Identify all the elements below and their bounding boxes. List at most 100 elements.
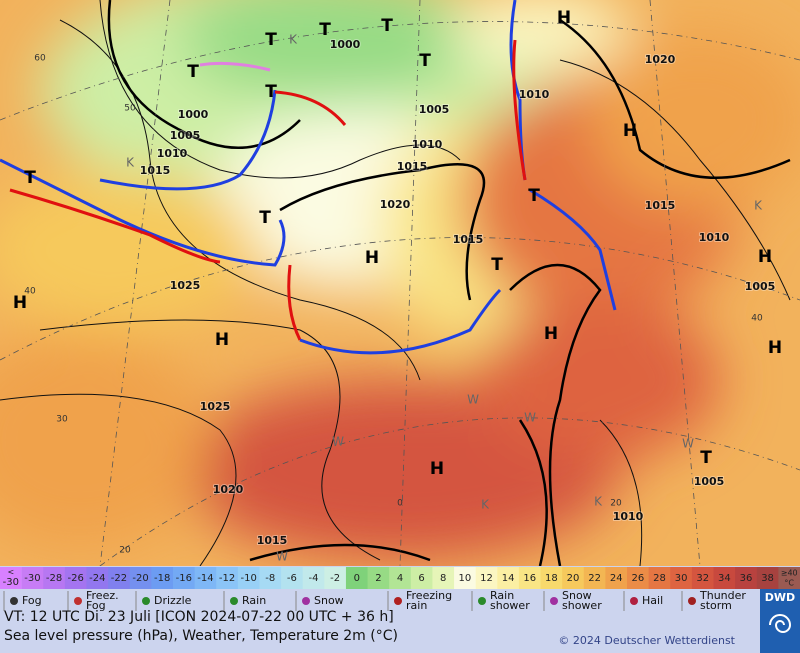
legend-symbol xyxy=(10,597,18,605)
low-pressure: T xyxy=(259,208,271,228)
colorbar-cell xyxy=(648,567,671,589)
colorbar-cell xyxy=(518,567,542,589)
legend-label-line: Snow xyxy=(562,589,592,602)
colorbar-label: 34 xyxy=(718,573,731,584)
colorbar-cell xyxy=(216,567,239,589)
temperature-label: 60 xyxy=(34,54,46,64)
isobar-label: 1025 xyxy=(170,279,201,292)
temperature-label: 20 xyxy=(119,546,131,556)
high-pressure: H xyxy=(623,121,637,141)
legend-symbol xyxy=(230,597,238,605)
temperature-label: 50 xyxy=(124,104,136,114)
colorbar-label: -30 xyxy=(24,573,40,584)
colorbar-cell xyxy=(562,567,585,589)
legend-label-line: Freezing xyxy=(406,589,452,602)
isobar-label: 1010 xyxy=(519,88,550,101)
copyright: © 2024 Deutscher Wetterdienst xyxy=(558,634,735,647)
colorbar-cell xyxy=(324,567,347,589)
legend: Fog Freez. Fog Drizzle Rain Snow Freezing rainR… xyxy=(3,589,746,612)
colorbar-label: -28 xyxy=(46,573,62,584)
high-pressure: H xyxy=(758,247,772,267)
colorbar-cell xyxy=(64,567,87,589)
legend-label: Freez. Fog xyxy=(86,589,119,612)
legend-label: Rain xyxy=(242,594,266,607)
colorbar-label: -10 xyxy=(240,573,256,584)
colorbar-label: 0 xyxy=(354,573,360,584)
colorbar: <-30 -30 -28 -26 -24 -22 -20 -18 -16 -14 -12 -10 -8-… xyxy=(0,567,800,589)
colorbar-label: 30 xyxy=(675,573,688,584)
colorbar-label: 20 xyxy=(567,573,580,584)
colorbar-label: 12 xyxy=(480,573,493,584)
legend-label-line: rain xyxy=(406,599,427,612)
colorbar-cell xyxy=(281,567,304,589)
weather-letter: W xyxy=(467,393,479,407)
logo-text: DWD xyxy=(765,591,795,604)
colorbar-low-symbol: < xyxy=(7,568,14,577)
temperature-label: 40 xyxy=(24,287,36,297)
high-pressure: H xyxy=(557,8,571,28)
colorbar-label: 32 xyxy=(696,573,709,584)
weather-letter: W xyxy=(682,437,694,451)
colorbar-label: 16 xyxy=(523,573,536,584)
map-area: 1000 1000 1005 1010 1015 1005 1010 1015 1020 1015… xyxy=(0,0,800,566)
isobar-label: 1010 xyxy=(699,231,730,244)
colorbar-label: -20 xyxy=(132,573,148,584)
colorbar-label: 22 xyxy=(588,573,601,584)
legend-symbol xyxy=(630,597,638,605)
colorbar-cell xyxy=(172,567,196,589)
colorbar-label: 4 xyxy=(397,573,403,584)
legend-label-line: Thunder xyxy=(699,589,746,602)
colorbar-label: 26 xyxy=(631,573,644,584)
colorbar-label: -12 xyxy=(219,573,235,584)
legend-label: Rain shower xyxy=(490,589,530,612)
isobar-label: 1015 xyxy=(645,199,676,212)
legend-symbol xyxy=(550,597,558,605)
colorbar-cell xyxy=(410,567,433,589)
isobar-label: 1020 xyxy=(645,53,676,66)
colorbar-high-unit: °C xyxy=(784,579,794,588)
low-pressure: T xyxy=(24,168,36,188)
colorbar-label: 28 xyxy=(653,573,666,584)
legend-label: Snow xyxy=(314,594,344,607)
colorbar-cell xyxy=(627,567,650,589)
colorbar-label: -14 xyxy=(197,573,213,584)
colorbar-cell xyxy=(432,567,455,589)
colorbar-cell xyxy=(237,567,260,589)
temperature-field xyxy=(0,0,800,560)
valid-time: VT: 12 UTC Di. 23 Juli [ICON 2024-07-22 … xyxy=(4,609,394,625)
isobar-label: 1000 xyxy=(330,38,361,51)
low-pressure: T xyxy=(491,255,503,275)
fronts xyxy=(0,0,617,355)
colorbar-cell xyxy=(0,567,22,589)
colorbar-cell xyxy=(454,567,477,589)
legend-label: Hail xyxy=(642,594,663,607)
isobar-label: 1005 xyxy=(745,280,776,293)
isobar-label: 1010 xyxy=(157,147,188,160)
colorbar-cell xyxy=(540,567,563,589)
legend-label: Snow shower xyxy=(562,589,602,612)
weather-letter: K xyxy=(289,33,298,47)
legend-label-line: shower xyxy=(490,599,530,612)
temperature-label: 0 xyxy=(397,499,403,509)
legend-label: Freezing rain xyxy=(406,589,452,612)
legend-label: Drizzle xyxy=(154,594,192,607)
high-pressure: H xyxy=(13,293,27,313)
colorbar-cell xyxy=(475,567,498,589)
weather-letter: K xyxy=(754,199,763,213)
colorbar-label: -8 xyxy=(265,573,275,584)
isobar-label: 1015 xyxy=(453,233,484,246)
colorbar-cell xyxy=(713,567,736,589)
low-pressure: T xyxy=(381,16,393,36)
logo-swirl xyxy=(769,614,792,633)
isobar-label: 1015 xyxy=(397,160,428,173)
graticule xyxy=(0,0,800,566)
temperature-label: 20 xyxy=(610,499,622,509)
colorbar-label: 2 xyxy=(375,573,381,584)
low-pressure: T xyxy=(700,448,712,468)
colorbar-cell xyxy=(21,567,44,589)
colorbar-label: 38 xyxy=(761,573,774,584)
isobar-label: 1020 xyxy=(380,198,411,211)
colorbar-cell xyxy=(259,567,282,589)
